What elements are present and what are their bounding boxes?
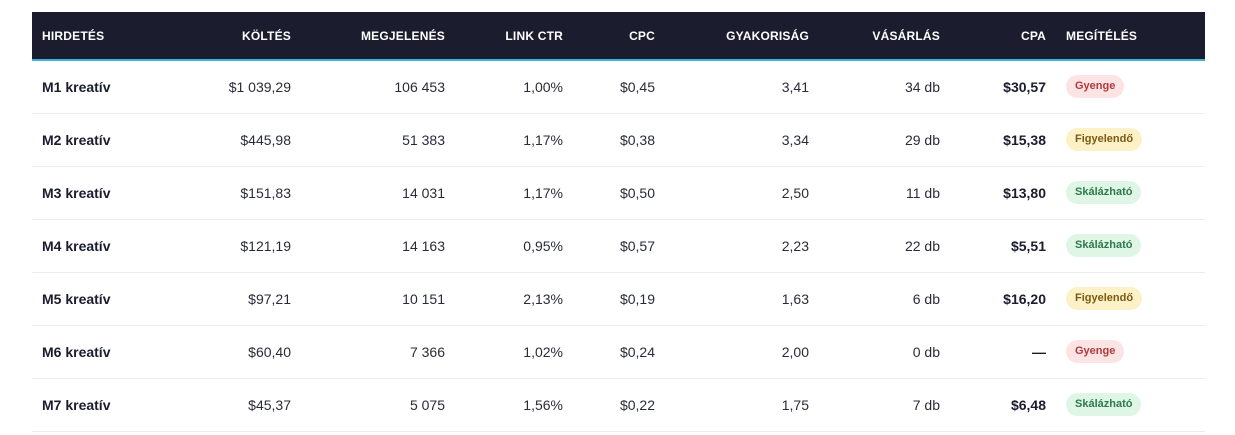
- header-megjelenes[interactable]: MEGJELENÉS: [360, 28, 445, 43]
- cell-spend: $97,21: [248, 290, 291, 307]
- cell-spend: $60,40: [248, 343, 291, 360]
- cell-cpa: —: [1032, 343, 1046, 360]
- table-header-row: HIRDETÉS KÖLTÉS MEGJELENÉS LINK CTR CPC …: [32, 12, 1205, 60]
- cell-frequency: 2,00: [781, 343, 809, 360]
- cell-link-ctr: 1,00%: [523, 78, 563, 95]
- cell-frequency: 2,50: [781, 184, 809, 201]
- cell-spend: $445,98: [240, 131, 291, 148]
- header-link-ctr[interactable]: LINK CTR: [505, 28, 563, 43]
- table-row: M3 kreatív $151,83 14 031 1,17% $0,50 2,…: [32, 166, 1205, 219]
- cell-link-ctr: 1,17%: [523, 131, 563, 148]
- cell-cpc: $0,22: [619, 396, 655, 413]
- cell-rating: Skálázható: [1056, 219, 1205, 272]
- cell-ad-name: M6 kreatív: [42, 343, 111, 360]
- cell-impressions: 106 453: [394, 78, 445, 95]
- cell-spend: $1 039,29: [228, 78, 291, 95]
- cell-cpc: $0,50: [619, 184, 655, 201]
- table-row: M4 kreatív $121,19 14 163 0,95% $0,57 2,…: [32, 219, 1205, 272]
- table-row: M1 kreatív $1 039,29 106 453 1,00% $0,45…: [32, 60, 1205, 113]
- cell-impressions: 14 163: [402, 237, 445, 254]
- cell-purchases: 7 db: [912, 396, 940, 413]
- cell-impressions: 51 383: [402, 131, 445, 148]
- table-row: M6 kreatív $60,40 7 366 1,02% $0,24 2,00…: [32, 325, 1205, 378]
- cell-ad-name: M5 kreatív: [42, 290, 111, 307]
- cell-link-ctr: 2,13%: [523, 290, 563, 307]
- ad-performance-table: HIRDETÉS KÖLTÉS MEGJELENÉS LINK CTR CPC …: [32, 12, 1205, 432]
- cell-impressions: 10 151: [402, 290, 445, 307]
- cell-purchases: 0 db: [912, 343, 940, 360]
- cell-frequency: 3,34: [781, 131, 809, 148]
- cell-purchases: 34 db: [904, 78, 940, 95]
- cell-purchases: 6 db: [912, 290, 940, 307]
- header-koltes[interactable]: KÖLTÉS: [242, 28, 291, 43]
- cell-cpa: $13,80: [1003, 184, 1046, 201]
- cell-purchases: 11 db: [906, 184, 940, 201]
- cell-cpa: $30,57: [1003, 78, 1046, 95]
- cell-cpc: $0,19: [619, 290, 655, 307]
- table-row: M5 kreatív $97,21 10 151 2,13% $0,19 1,6…: [32, 272, 1205, 325]
- cell-rating: Gyenge: [1056, 60, 1205, 113]
- cell-ad-name: M1 kreatív: [42, 78, 111, 95]
- header-gyakorisag[interactable]: GYAKORISÁG: [726, 28, 809, 43]
- ad-performance-table-container: HIRDETÉS KÖLTÉS MEGJELENÉS LINK CTR CPC …: [32, 12, 1205, 432]
- header-cpc[interactable]: CPC: [629, 28, 655, 43]
- rating-badge: Skálázható: [1066, 181, 1142, 204]
- header-vasarlas[interactable]: VÁSÁRLÁS: [872, 28, 940, 43]
- header-hirdetes[interactable]: HIRDETÉS: [42, 28, 105, 43]
- cell-rating: Figyelendő: [1056, 113, 1205, 166]
- table-row: M2 kreatív $445,98 51 383 1,17% $0,38 3,…: [32, 113, 1205, 166]
- cell-cpa: $16,20: [1003, 290, 1046, 307]
- cell-cpa: $6,48: [1010, 396, 1046, 413]
- cell-cpc: $0,38: [619, 131, 655, 148]
- rating-badge: Skálázható: [1066, 234, 1142, 257]
- rating-badge: Skálázható: [1066, 393, 1142, 416]
- cell-ad-name: M7 kreatív: [42, 396, 111, 413]
- rating-badge: Figyelendő: [1066, 128, 1143, 151]
- cell-spend: $45,37: [248, 396, 291, 413]
- cell-ad-name: M3 kreatív: [42, 184, 111, 201]
- cell-rating: Skálázható: [1056, 378, 1205, 431]
- cell-cpa: $15,38: [1003, 131, 1046, 148]
- cell-ad-name: M2 kreatív: [42, 131, 111, 148]
- cell-rating: Figyelendő: [1056, 272, 1205, 325]
- cell-frequency: 1,63: [781, 290, 809, 307]
- cell-cpc: $0,57: [619, 237, 655, 254]
- cell-link-ctr: 1,02%: [523, 343, 563, 360]
- rating-badge: Gyenge: [1066, 75, 1125, 99]
- cell-link-ctr: 1,17%: [523, 184, 563, 201]
- cell-cpc: $0,45: [619, 78, 655, 95]
- rating-badge: Figyelendő: [1066, 287, 1143, 310]
- cell-frequency: 2,23: [781, 237, 809, 254]
- cell-purchases: 29 db: [904, 131, 940, 148]
- cell-impressions: 14 031: [402, 184, 445, 201]
- cell-rating: Gyenge: [1056, 325, 1205, 378]
- cell-spend: $151,83: [240, 184, 291, 201]
- cell-rating: Skálázható: [1056, 166, 1205, 219]
- cell-cpc: $0,24: [619, 343, 655, 360]
- table-row: M7 kreatív $45,37 5 075 1,56% $0,22 1,75…: [32, 378, 1205, 431]
- cell-cpa: $5,51: [1010, 237, 1046, 254]
- cell-impressions: 5 075: [409, 396, 445, 413]
- rating-badge: Gyenge: [1066, 340, 1125, 363]
- cell-spend: $121,19: [240, 237, 291, 254]
- header-cpa[interactable]: CPA: [1020, 28, 1046, 43]
- cell-link-ctr: 1,56%: [523, 396, 563, 413]
- cell-ad-name: M4 kreatív: [42, 237, 111, 254]
- cell-link-ctr: 0,95%: [523, 237, 563, 254]
- cell-purchases: 22 db: [904, 237, 940, 254]
- cell-impressions: 7 366: [409, 343, 445, 360]
- cell-frequency: 3,41: [781, 78, 809, 95]
- cell-frequency: 1,75: [781, 396, 809, 413]
- header-megiteles[interactable]: MEGÍTÉLÉS: [1066, 28, 1138, 43]
